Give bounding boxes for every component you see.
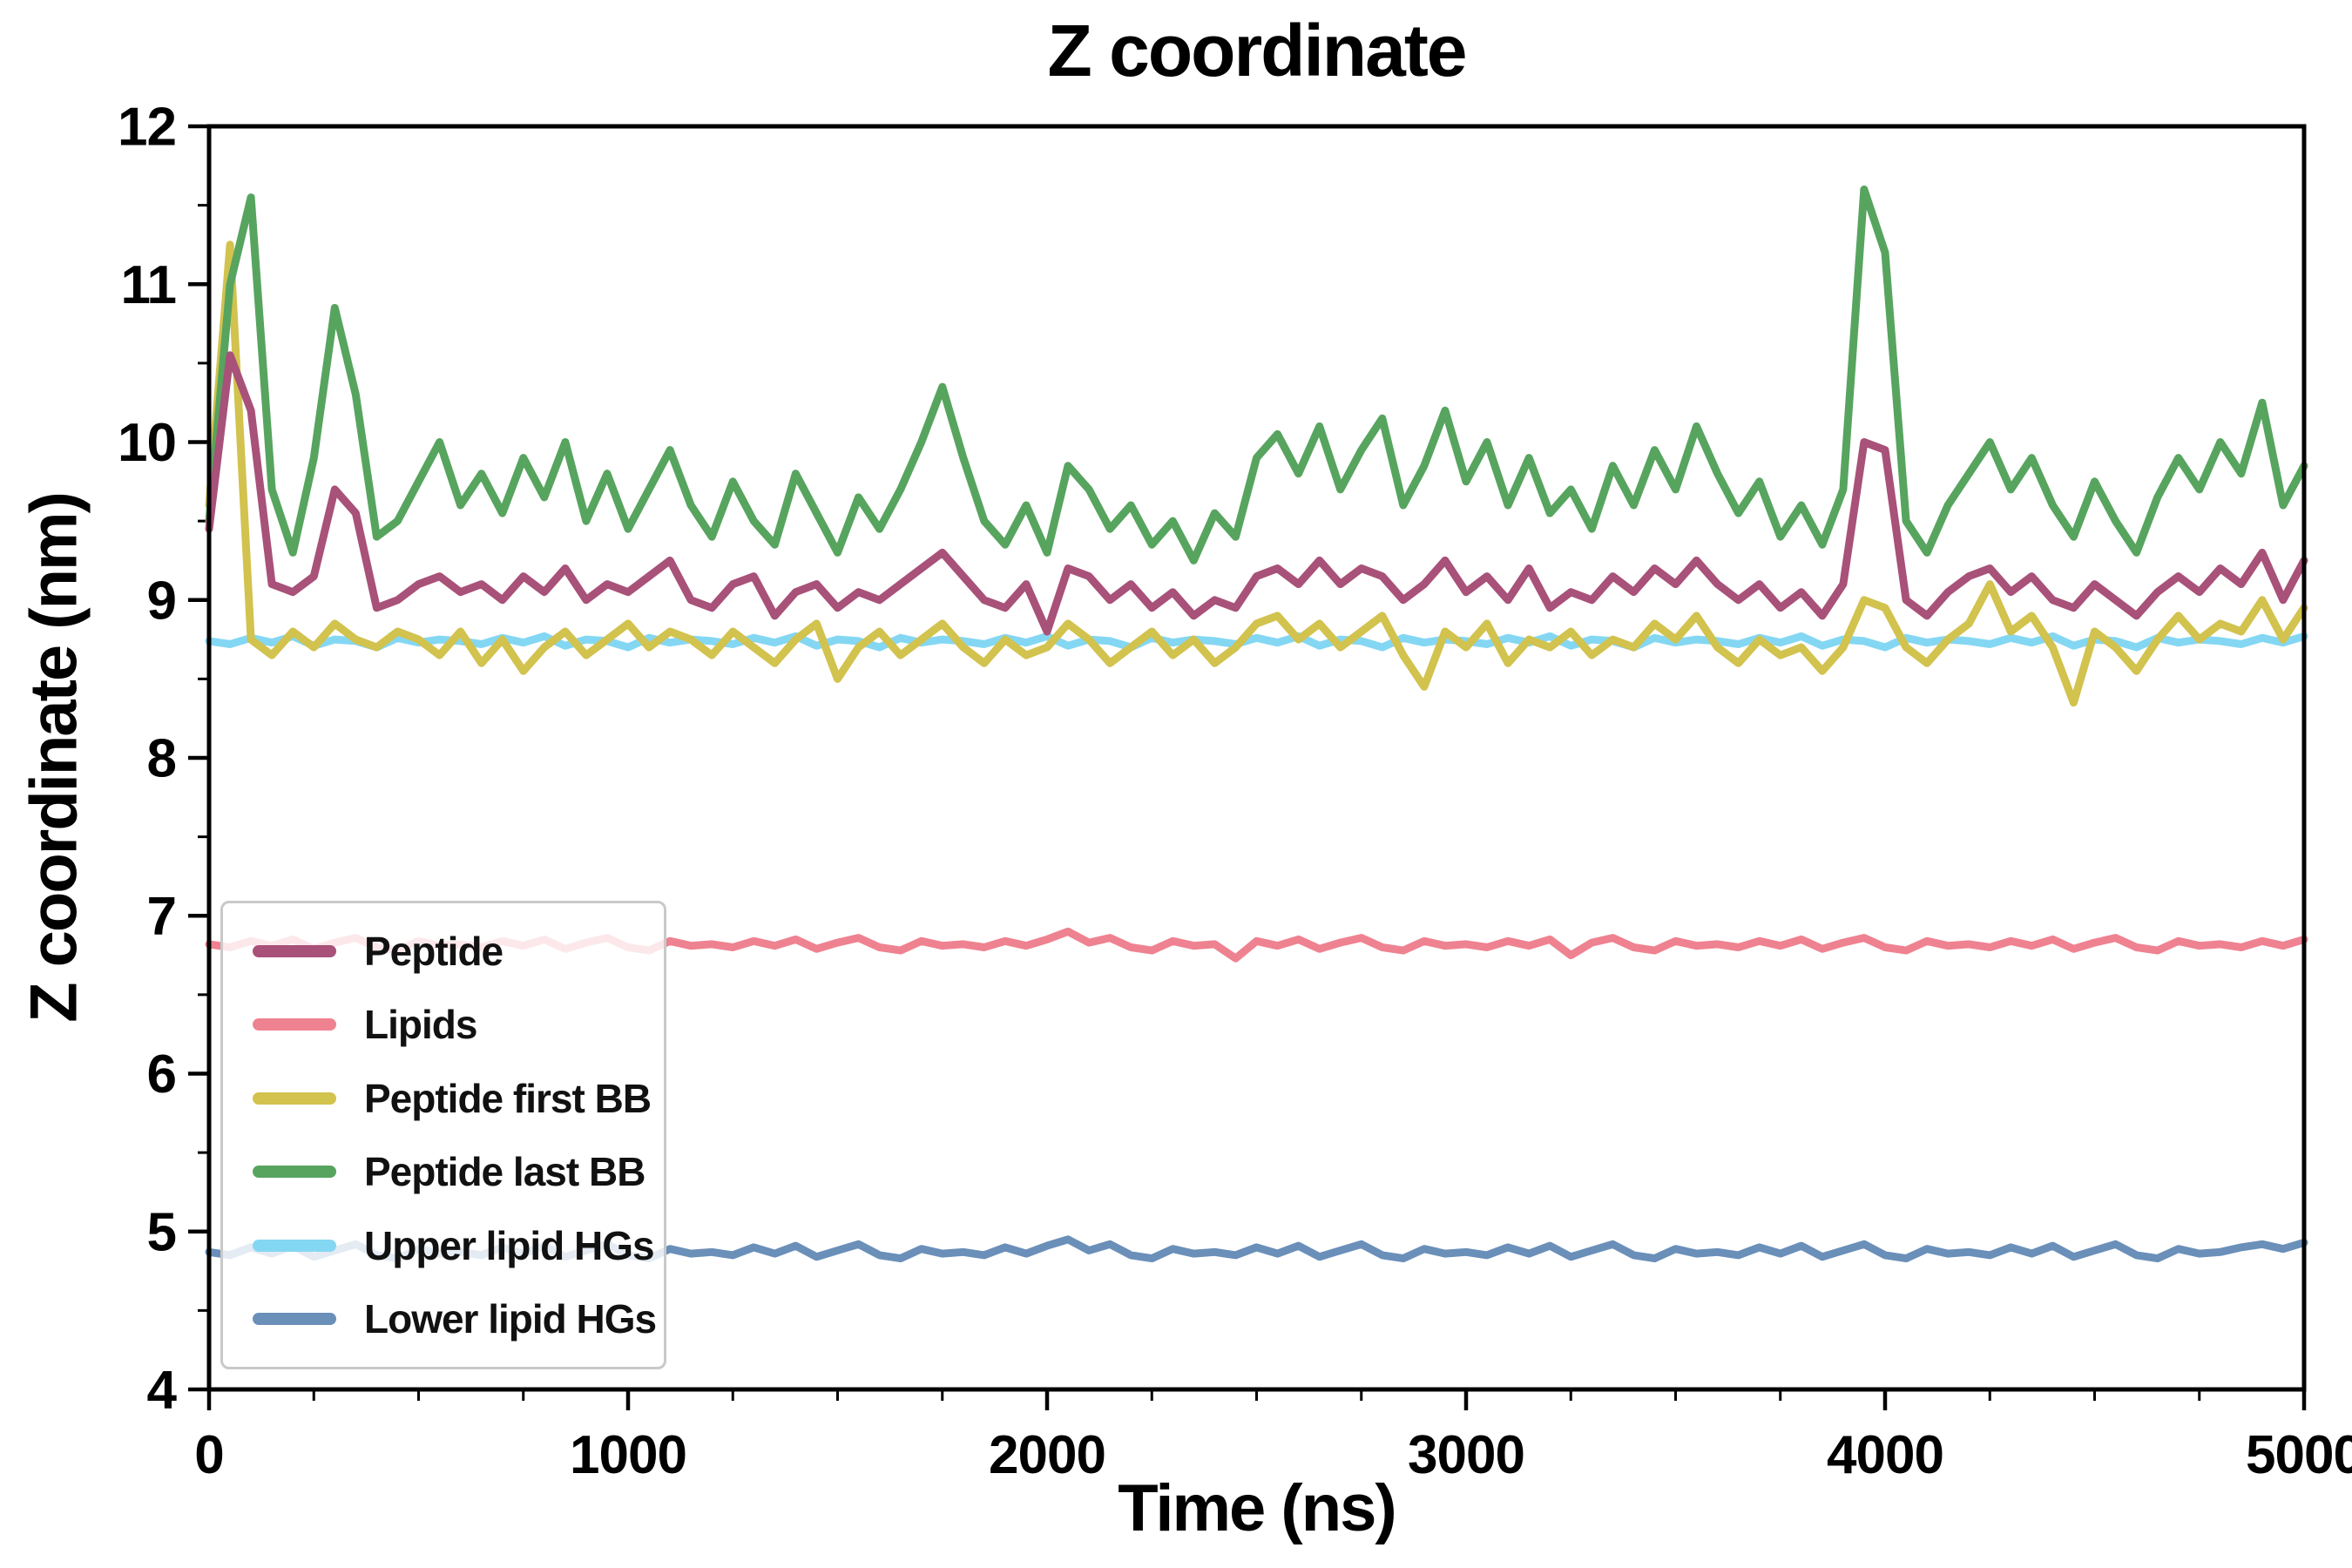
y-tick-label: 5 <box>147 1202 176 1262</box>
legend-swatch <box>253 1092 336 1105</box>
legend-label: Upper lipid HGs <box>364 1222 655 1268</box>
x-tick-label: 5000 <box>2246 1425 2352 1485</box>
legend-label: Peptide <box>364 929 504 974</box>
y-tick-label: 8 <box>147 729 176 789</box>
legend-label: Peptide first BB <box>364 1075 652 1121</box>
legend: Peptide Lipids Peptide first BB Peptide las… <box>220 901 666 1369</box>
series-line-peptide <box>205 351 2308 636</box>
y-tick-label: 6 <box>147 1044 176 1105</box>
series-line-peptide-last-bb <box>205 186 2308 564</box>
y-axis-label: Z coordinate (nm) <box>17 493 91 1023</box>
x-tick-label: 2000 <box>989 1425 1105 1485</box>
y-tick-label: 9 <box>147 571 176 631</box>
y-tick-label: 10 <box>118 413 176 473</box>
plot-spines <box>206 124 2307 1392</box>
legend-label: Lipids <box>364 1002 477 1048</box>
legend-item-upper-lipid-hgs: Upper lipid HGs <box>253 1222 655 1269</box>
legend-item-lipids: Lipids <box>253 1001 634 1048</box>
legend-swatch <box>253 1239 336 1252</box>
legend-item-peptide-first-bb: Peptide first BB <box>253 1075 652 1122</box>
legend-item-peptide: Peptide <box>253 928 634 975</box>
x-tick-label: 1000 <box>570 1425 686 1485</box>
legend-item-lower-lipid-hgs: Lower lipid HGs <box>253 1295 657 1342</box>
x-tick-label: 0 <box>194 1425 223 1485</box>
legend-label: Lower lipid HGs <box>364 1295 657 1342</box>
legend-label: Peptide last BB <box>364 1149 645 1195</box>
series-line-upper-lipid-hgs <box>205 632 2308 652</box>
legend-swatch <box>253 945 336 957</box>
y-tick-label: 4 <box>147 1361 178 1421</box>
legend-item-peptide-last-bb: Peptide last BB <box>253 1148 645 1195</box>
legend-swatch <box>253 1312 336 1325</box>
x-axis-label: Time (ns) <box>1118 1471 1396 1545</box>
y-tick-label: 11 <box>120 255 176 315</box>
y-tick-label: 12 <box>118 98 176 158</box>
legend-swatch <box>253 1018 336 1031</box>
chart-title: Z coordinate <box>1047 10 1467 91</box>
legend-swatch <box>253 1166 336 1179</box>
x-tick-label: 4000 <box>1827 1425 1943 1485</box>
series-line-peptide-first-bb <box>205 240 2308 707</box>
y-tick-label: 7 <box>147 887 176 947</box>
x-tick-label: 3000 <box>1408 1425 1524 1485</box>
